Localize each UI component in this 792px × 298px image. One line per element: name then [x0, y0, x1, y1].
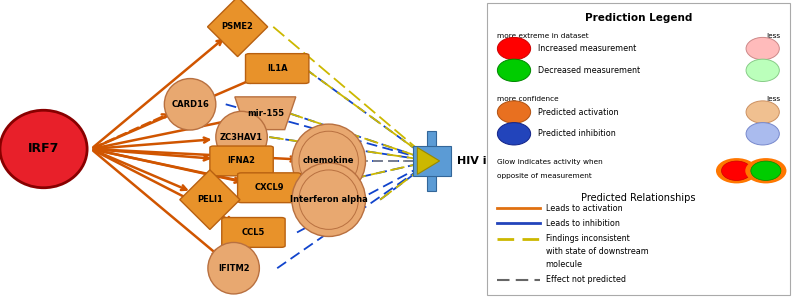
Text: CXCL9: CXCL9	[254, 183, 284, 192]
Ellipse shape	[299, 170, 358, 229]
Ellipse shape	[751, 161, 781, 180]
FancyBboxPatch shape	[246, 54, 309, 83]
Polygon shape	[208, 0, 268, 57]
Ellipse shape	[745, 158, 786, 183]
Text: Prediction Legend: Prediction Legend	[584, 13, 692, 24]
Text: Increased measurement: Increased measurement	[538, 44, 636, 53]
FancyBboxPatch shape	[487, 3, 790, 295]
Text: Predicted inhibition: Predicted inhibition	[538, 129, 615, 138]
Ellipse shape	[746, 101, 779, 123]
Text: more confidence: more confidence	[497, 96, 558, 102]
Text: CCL5: CCL5	[242, 228, 265, 237]
Text: PSME2: PSME2	[222, 22, 253, 31]
Text: with state of downstream: with state of downstream	[546, 247, 649, 256]
Text: IFNA2: IFNA2	[227, 156, 256, 165]
Text: HIV infection: HIV infection	[457, 156, 538, 166]
Bar	[427, 131, 436, 191]
Text: Leads to activation: Leads to activation	[546, 204, 623, 212]
Text: IRF7: IRF7	[28, 142, 59, 156]
FancyBboxPatch shape	[238, 173, 301, 203]
Ellipse shape	[215, 111, 268, 163]
Ellipse shape	[208, 243, 260, 294]
Ellipse shape	[165, 79, 215, 130]
Ellipse shape	[716, 158, 757, 183]
Text: less: less	[766, 33, 780, 39]
Polygon shape	[234, 97, 296, 130]
Text: CARD16: CARD16	[171, 100, 209, 109]
Text: Predicted Relationships: Predicted Relationships	[581, 193, 695, 203]
Text: ZC3HAV1: ZC3HAV1	[220, 133, 263, 142]
Text: opposite of measurement: opposite of measurement	[497, 173, 592, 179]
Polygon shape	[417, 148, 440, 174]
Text: chemokine: chemokine	[303, 156, 355, 165]
Ellipse shape	[746, 122, 779, 145]
Text: IL1A: IL1A	[267, 64, 287, 73]
Ellipse shape	[746, 59, 779, 82]
Text: Findings inconsistent: Findings inconsistent	[546, 235, 630, 243]
Text: molecule: molecule	[546, 260, 583, 268]
Ellipse shape	[497, 122, 531, 145]
Text: Predicted activation: Predicted activation	[538, 108, 619, 117]
FancyBboxPatch shape	[222, 218, 285, 247]
Text: less: less	[766, 96, 780, 102]
Text: Interferon alpha: Interferon alpha	[290, 195, 367, 204]
Text: Decreased measurement: Decreased measurement	[538, 66, 640, 75]
Ellipse shape	[497, 59, 531, 82]
Ellipse shape	[0, 110, 87, 188]
Ellipse shape	[497, 38, 531, 60]
Text: Glow indicates activity when: Glow indicates activity when	[497, 159, 603, 165]
Text: more extreme in dataset: more extreme in dataset	[497, 33, 588, 39]
Text: mir-155: mir-155	[247, 109, 284, 118]
Ellipse shape	[291, 163, 366, 237]
Text: PELI1: PELI1	[197, 195, 223, 204]
Text: Leads to inhibition: Leads to inhibition	[546, 219, 619, 228]
Text: IFITM2: IFITM2	[218, 264, 249, 273]
Ellipse shape	[746, 38, 779, 60]
FancyBboxPatch shape	[210, 146, 273, 176]
Ellipse shape	[722, 161, 752, 180]
Bar	[413, 146, 451, 176]
Text: Effect not predicted: Effect not predicted	[546, 275, 626, 284]
Ellipse shape	[291, 124, 366, 198]
Polygon shape	[180, 170, 240, 229]
Ellipse shape	[497, 101, 531, 123]
Ellipse shape	[299, 131, 358, 191]
